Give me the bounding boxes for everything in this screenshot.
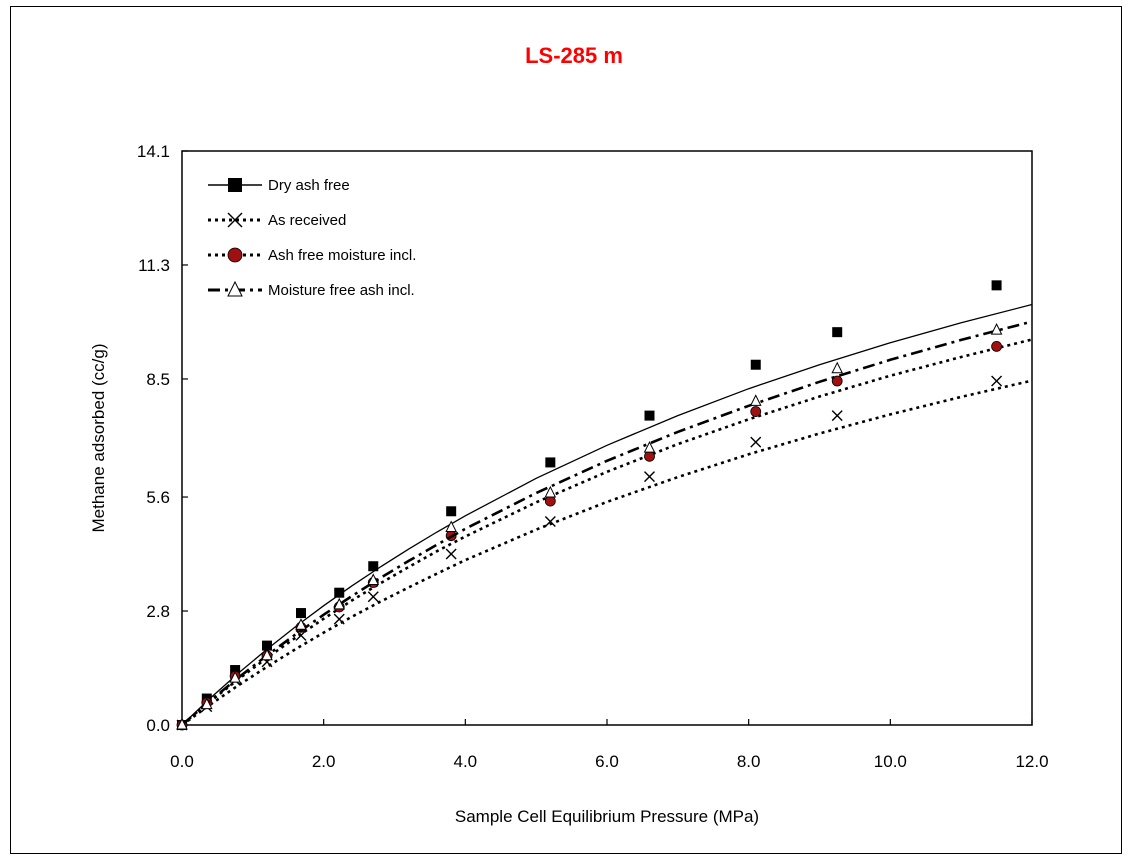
x-tick-label: 0.0 [170,752,194,771]
legend-item: Ash free moisture incl. [208,247,416,264]
data-point-square [750,359,761,370]
data-point-triangle [333,597,346,610]
x-tick-label: 8.0 [737,752,761,771]
plot-area [181,150,1033,726]
x-tick-label: 4.0 [454,752,478,771]
chart-title: LS-285 m [525,43,623,68]
data-point-square [262,640,272,651]
data-point-triangle [295,618,307,630]
data-point-triangle [200,697,213,710]
data-point-circle [644,450,655,462]
cross-stroke [227,212,243,228]
data-point-triangle [176,717,188,730]
y-axis-label: Methane adsorbed (cc/g) [89,344,108,533]
data-point-cross [544,515,556,527]
data-point-square [228,178,242,192]
legend: Dry ash free As received Ash free moisture… [208,177,416,299]
data-point-square [644,410,655,421]
series-4 [176,320,1033,730]
data-point-square [446,506,457,517]
data-point-triangle [261,648,273,661]
legend-label: Ash free moisture incl. [268,247,416,264]
data-point-cross [367,591,379,603]
data-point-circle [544,495,556,507]
data-point-triangle [445,520,457,533]
data-point-cross [333,613,345,625]
x-tick-label: 6.0 [595,752,619,771]
legend-label: Dry ash free [268,177,350,194]
data-point-triangle [831,361,844,374]
data-point-square [832,327,843,338]
data-point-triangle [367,573,380,585]
cross-stroke [544,515,556,527]
cross-stroke [991,375,1003,387]
legend-label: As received [268,212,346,229]
cross-stroke [750,436,762,448]
series-fit-line [181,338,1033,726]
data-point-circle [227,247,243,263]
data-point-square [230,665,241,676]
data-point-triangle [544,485,557,498]
y-tick-label: 11.3 [138,256,170,275]
data-point-cross [445,548,457,560]
data-point-circle [831,375,843,387]
data-point-cross [991,375,1003,387]
data-point-square [296,608,306,619]
cross-stroke [333,613,345,625]
y-tick-label: 5.6 [146,488,170,507]
data-point-cross [644,471,655,483]
data-point-square [545,457,556,468]
cross-stroke [644,471,655,483]
cross-stroke [831,410,843,422]
data-point-cross [750,436,762,448]
data-point-square [368,561,379,572]
data-point-triangle [229,671,241,683]
series-fit-line [181,320,1033,726]
data-point-square [334,587,345,598]
x-tick-label: 10.0 [874,752,907,771]
data-point-triangle [990,323,1003,335]
y-tick-label: 0.0 [146,716,170,735]
series-layer [176,280,1033,731]
series-2 [176,375,1033,731]
data-point-triangle [749,394,762,406]
data-point-circle [750,406,762,417]
x-axis-label: Sample Cell Equilibrium Pressure (MPa) [455,807,759,826]
y-tick-label: 14.1 [137,142,170,161]
series-fit-line [181,379,1033,727]
data-point-circle [991,341,1002,352]
data-point-cross [227,212,243,228]
cross-stroke [445,548,457,560]
series-3 [176,338,1033,731]
axes: 0.0 2.0 4.0 6.0 8.0 10.0 12.0 0.0 2.8 5.6 8.5 11.3 1… [137,142,1049,771]
cross-stroke [367,591,379,603]
series-1 [177,280,1033,730]
legend-label: Moisture free ash incl. [268,282,415,299]
data-point-cross [831,410,843,422]
series-fit-line [181,303,1033,726]
x-tick-label: 12.0 [1015,752,1048,771]
legend-item: Moisture free ash incl. [208,280,415,299]
data-point-square [991,280,1002,291]
data-point-triangle [227,280,243,297]
y-tick-label: 2.8 [146,602,170,621]
legend-item: Dry ash free [208,177,350,194]
x-tick-label: 2.0 [312,752,336,771]
legend-item: As received [208,212,346,229]
y-tick-label: 8.5 [146,370,170,389]
data-point-triangle [643,441,656,453]
